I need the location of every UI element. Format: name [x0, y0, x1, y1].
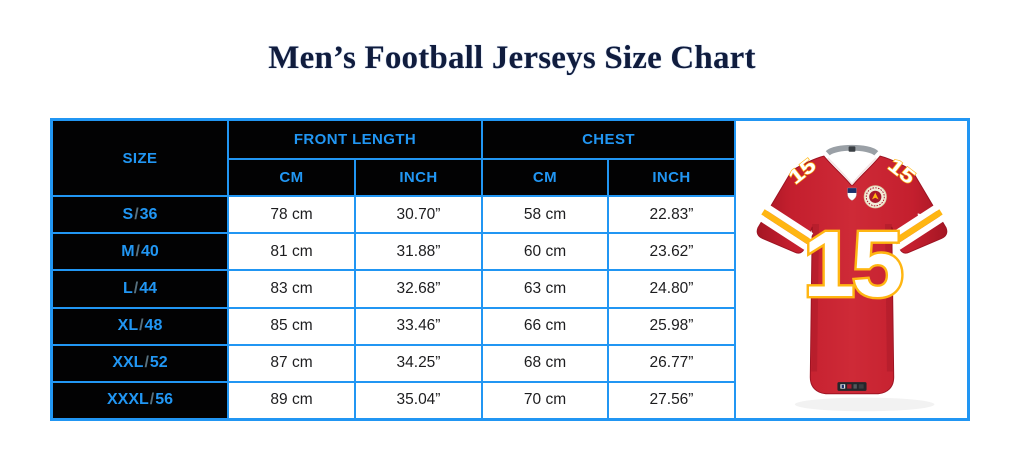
front-length-cm-cell: 89 cm [229, 382, 354, 418]
front-length-cm-cell: 87 cm [229, 345, 354, 381]
column-header-front-inch: INCH [356, 160, 481, 195]
chest-inch-cell: 23.62” [609, 234, 734, 270]
chest-cm-cell: 68 cm [483, 345, 607, 381]
jersey-product-image: 15 15 [736, 121, 967, 418]
chest-inch-cell: 24.80” [609, 271, 734, 307]
size-cell: M/40 [53, 234, 227, 270]
front-length-inch-cell: 32.68” [356, 271, 481, 307]
chest-cm-cell: 66 cm [483, 308, 607, 344]
nfl-shield-logo [846, 187, 857, 201]
column-header-front-cm: CM [229, 160, 354, 195]
size-cell: XL/48 [53, 308, 227, 344]
size-cell: L/44 [53, 271, 227, 307]
column-header-chest: CHEST [483, 121, 734, 158]
jersey-shadow [794, 397, 934, 412]
jersey-number: 15 [803, 212, 902, 316]
front-length-inch-cell: 35.04” [356, 382, 481, 418]
size-cell: XXXL/56 [53, 382, 227, 418]
body-shading-left [810, 224, 819, 372]
chest-inch-cell: 27.56” [609, 382, 734, 418]
chest-inch-cell: 25.98” [609, 308, 734, 344]
column-header-chest-inch: INCH [609, 160, 734, 195]
front-length-inch-cell: 30.70” [356, 197, 481, 233]
jersey-body [756, 155, 947, 395]
column-header-chest-cm: CM [483, 160, 607, 195]
page-title: Men’s Football Jerseys Size Chart [268, 40, 756, 76]
front-length-cm-cell: 78 cm [229, 197, 354, 233]
collar-piping [826, 157, 877, 185]
front-length-cm-cell: 81 cm [229, 234, 354, 270]
chest-inch-cell: 26.77” [609, 345, 734, 381]
collar-tag [848, 146, 855, 152]
jersey-graphic: 15 15 [753, 144, 950, 412]
chest-cm-cell: 70 cm [483, 382, 607, 418]
column-header-front-length: FRONT LENGTH [229, 121, 481, 158]
jock-tag [836, 382, 867, 391]
size-cell: S/36 [53, 197, 227, 233]
nike-swoosh-logo [917, 208, 933, 218]
body-shading-right [884, 224, 893, 372]
front-length-cm-cell: 85 cm [229, 308, 354, 344]
chest-cm-cell: 63 cm [483, 271, 607, 307]
column-header-size: SIZE [53, 121, 227, 195]
front-length-cm-cell: 83 cm [229, 271, 354, 307]
front-length-inch-cell: 34.25” [356, 345, 481, 381]
chest-cm-cell: 60 cm [483, 234, 607, 270]
size-chart-table: SIZE FRONT LENGTH CHEST CM INCH CM INCH [50, 118, 970, 421]
superbowl-patch [863, 185, 887, 209]
front-length-inch-cell: 31.88” [356, 234, 481, 270]
size-cell: XXL/52 [53, 345, 227, 381]
chest-inch-cell: 22.83” [609, 197, 734, 233]
chest-cm-cell: 58 cm [483, 197, 607, 233]
front-length-inch-cell: 33.46” [356, 308, 481, 344]
